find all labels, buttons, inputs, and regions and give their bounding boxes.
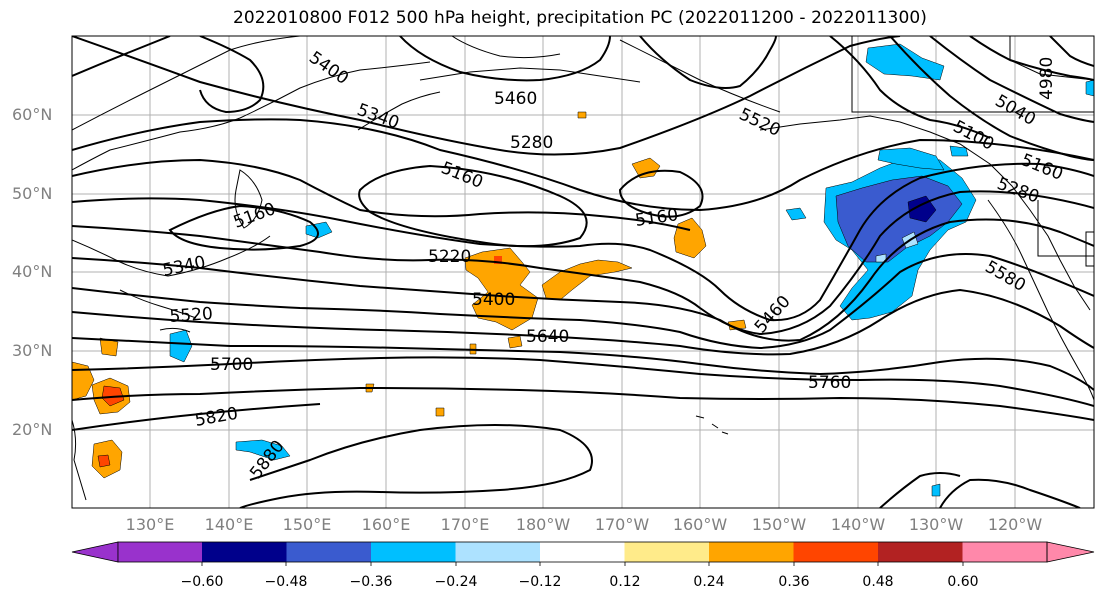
lat-label: 20°N [12, 420, 53, 439]
contour-label: 5340 [161, 252, 207, 281]
colorbar-segment [709, 542, 794, 562]
lat-label: 30°N [12, 341, 53, 360]
lon-label: 180°W [515, 515, 571, 534]
colorbar-tick: 0.48 [862, 574, 894, 590]
colorbar-tick: −0.36 [349, 574, 393, 590]
colorbar-segment [286, 542, 372, 562]
contour-label: 5160 [634, 205, 680, 231]
contour-label: 5400 [472, 290, 515, 310]
contour-label: 5400 [305, 48, 352, 89]
colorbar-segment [371, 542, 456, 562]
colorbar-tick: −0.60 [180, 574, 224, 590]
contour-label: 5220 [428, 247, 471, 267]
colorbar-segment [202, 542, 287, 562]
colorbar-segment [793, 542, 879, 562]
lon-label: 160°W [672, 515, 728, 534]
lon-label: 160°E [361, 515, 411, 534]
contour-label: 5160 [1018, 150, 1066, 185]
lon-label: 170°E [440, 515, 490, 534]
contour-label: 5460 [494, 89, 537, 109]
gridlines [72, 36, 1094, 508]
lon-label: 150°W [751, 515, 807, 534]
map-frame [71, 35, 1095, 509]
colorbar-tick: 0.24 [693, 574, 725, 590]
colorbar-outline [117, 541, 1048, 563]
map-title: 2022010800 F012 500 hPa height, precipit… [232, 8, 928, 28]
contour-label: 5280 [510, 133, 553, 153]
colorbar-extend-right [1046, 541, 1095, 563]
lon-label: 150°E [282, 515, 332, 534]
colorbar-tick: 0.60 [947, 574, 979, 590]
height-contours [72, 36, 1094, 508]
colorbar-tick: 0.12 [609, 574, 641, 590]
lon-label: 130°W [908, 515, 964, 534]
colorbar-tick: −0.48 [264, 574, 308, 590]
contour-label: 4980 [1037, 57, 1057, 100]
colorbar-segment [540, 542, 625, 562]
contour-label: 5160 [438, 158, 486, 193]
colorbar-segment [878, 542, 963, 562]
lon-label: 140°E [204, 515, 254, 534]
colorbar-tick: −0.24 [434, 574, 478, 590]
lon-label: 170°W [594, 515, 650, 534]
colorbar-extend-left [71, 541, 119, 563]
contour-label: 5520 [736, 104, 784, 140]
colorbar-tick: 0.36 [778, 574, 810, 590]
colorbar-segment [118, 542, 203, 562]
precip-positive [72, 111, 747, 479]
contour-label: 5700 [210, 355, 253, 375]
lon-label: 130°E [125, 515, 175, 534]
lat-label: 60°N [12, 105, 53, 124]
contour-label: 5820 [193, 404, 239, 431]
lat-label: 50°N [12, 184, 53, 203]
contour-label: 5520 [169, 304, 214, 327]
lon-label: 140°W [830, 515, 886, 534]
colorbar-segment [624, 542, 710, 562]
contour-label: 5760 [808, 373, 851, 393]
colorbar [71, 541, 1095, 566]
contour-label: 5580 [982, 257, 1029, 296]
lat-label: 40°N [12, 262, 53, 281]
lon-label: 120°W [987, 515, 1043, 534]
colorbar-segment [455, 542, 541, 562]
colorbar-segment [962, 542, 1048, 562]
contour-label: 5280 [994, 174, 1041, 208]
colorbar-tick: −0.12 [518, 574, 562, 590]
contour-label: 5640 [526, 327, 569, 347]
